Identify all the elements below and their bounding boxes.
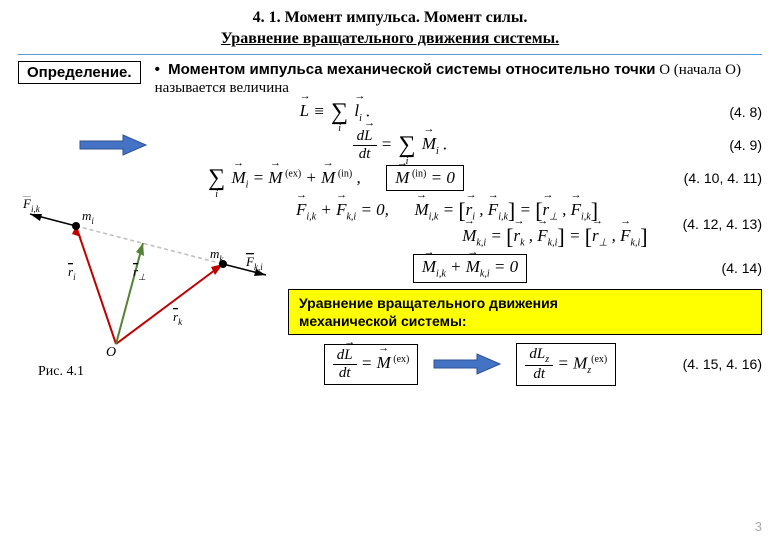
eq-label-4-15-16: (4. 15, 4. 16): [652, 356, 762, 372]
svg-text:mi: mi: [82, 208, 94, 226]
eq-label-4-8: (4. 8): [652, 104, 762, 120]
equation-4-14: Mi,k + Mk,i = 0: [288, 254, 652, 282]
equation-4-10-11: ∑i Mi = M (ex) + M (in) , M (in) = 0: [18, 165, 652, 193]
svg-text:rk: rk: [173, 309, 183, 327]
definition-label: Определение.: [18, 61, 141, 84]
eq-label-4-12-13: (4. 12, 4. 13): [652, 216, 762, 232]
page-number: 3: [755, 519, 762, 534]
figure-4-1: O Fi,k mi mk Fk,i ri r⊥ rk Рис. 4.1: [18, 196, 278, 388]
equation-4-15-16: dLdt = M (ex) dLzdt = Mz(ex): [288, 343, 652, 386]
divider: [18, 54, 762, 55]
eq-label-4-10-11: (4. 10, 4. 11): [652, 170, 762, 186]
eq-label-4-14: (4. 14): [652, 260, 762, 276]
svg-text:O: O: [106, 345, 116, 360]
svg-text:Fi,k: Fi,k: [22, 196, 41, 214]
eq-label-4-9: (4. 9): [652, 137, 762, 153]
svg-text:r⊥: r⊥: [133, 264, 146, 282]
equation-4-8: L ≡ ∑i li .: [18, 99, 652, 126]
arrow-icon: [432, 352, 502, 376]
title-line2: Уравнение вращательного движения системы…: [221, 30, 559, 47]
arrow-icon: [78, 133, 148, 157]
svg-text:Fk,i: Fk,i: [245, 254, 263, 272]
rotation-equation-heading: Уравнение вращательного движения механич…: [288, 289, 762, 335]
figure-caption: Рис. 4.1: [38, 364, 278, 380]
svg-text:ri: ri: [68, 264, 76, 282]
title-line1: 4. 1. Момент импульса. Момент силы.: [253, 9, 528, 26]
equation-4-12-13: Fi,k + Fk,i = 0, Mi,k = [ri , Fi,k] = [r…: [288, 198, 652, 250]
definition-text: • Моментом импульса механической системы…: [155, 61, 762, 97]
